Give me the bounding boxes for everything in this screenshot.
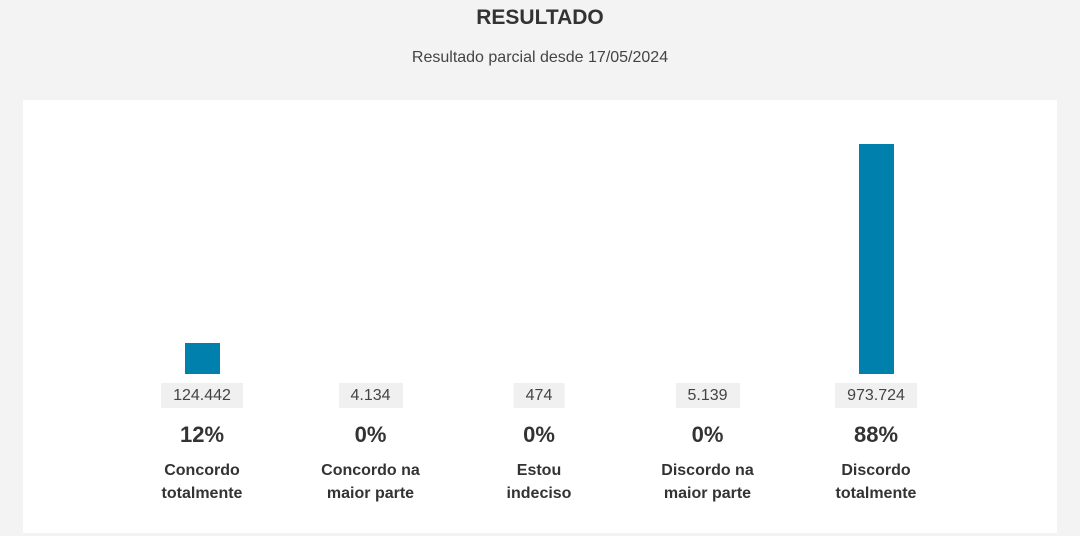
percentage: 12% [179,422,225,447]
vote-count: 474 [513,383,565,408]
bar [858,144,894,374]
option-label: Discordo totalmente [835,462,917,502]
subtitle: Resultado parcial desde 17/05/2024 [411,49,669,66]
vote-count: 124.442 [161,383,243,408]
title: RESULTADO [476,6,604,29]
vote-count: 4.134 [338,383,403,408]
vote-count: 973.724 [835,383,917,408]
percentage: 0% [691,422,724,447]
option-label: Concordo totalmente [161,462,243,502]
percentage: 0% [523,422,555,447]
option-label: Discordo na maior parte [661,462,754,502]
percentage: 0% [354,422,387,447]
option-label: Concordo na maior parte [321,462,420,502]
option-label: Estou indeciso [506,462,572,502]
vote-count: 5.139 [675,383,740,408]
percentage: 88% [853,422,899,447]
bar [184,342,220,374]
